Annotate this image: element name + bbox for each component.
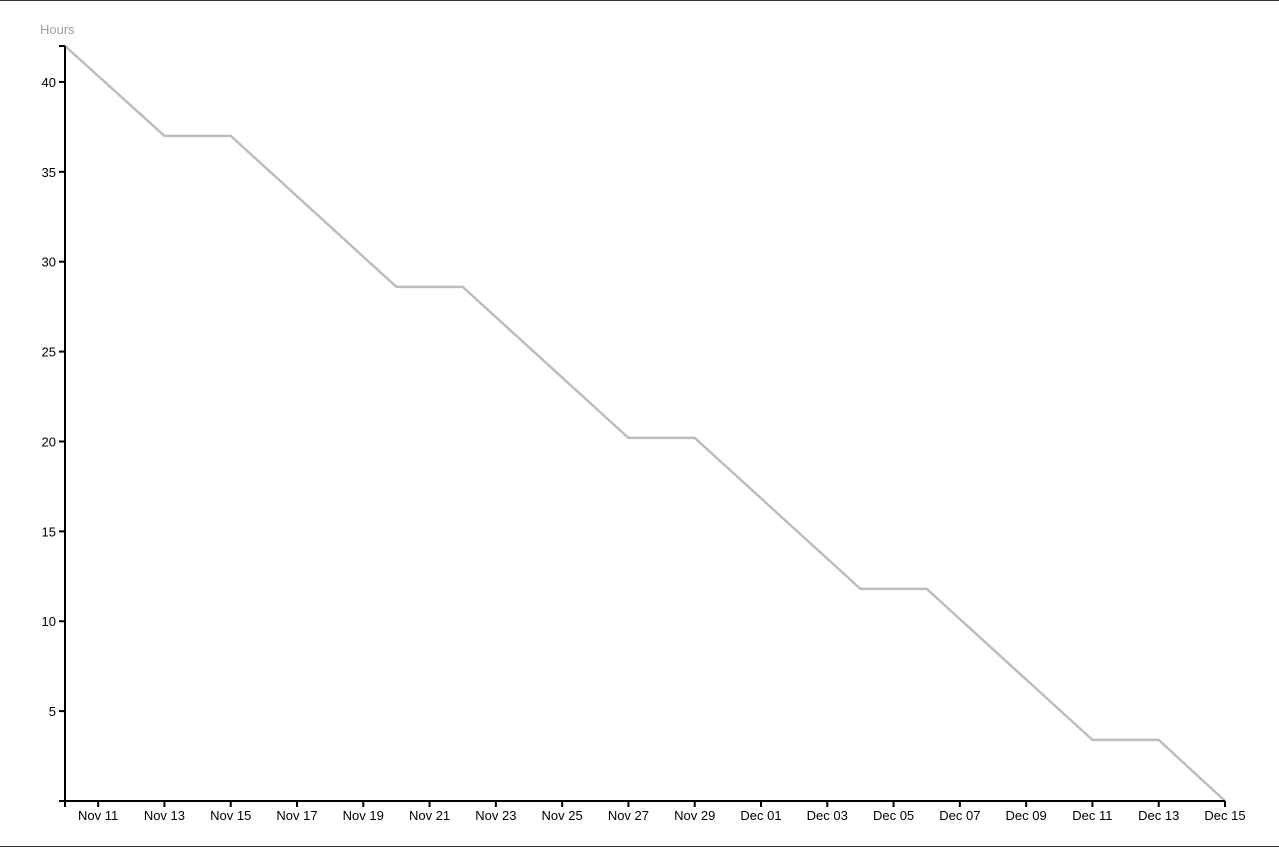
x-tick-label: Dec 05 [873,808,914,823]
x-tick-label: Dec 03 [807,808,848,823]
x-tick-label: Nov 21 [409,808,450,823]
x-axis-ticks: Nov 11 Nov 13 Nov 15 Nov 17 Nov 19 Nov 21 Nov … [64,801,1246,823]
x-tick-label: Nov 13 [144,808,185,823]
y-tick-label: 25 [42,345,56,360]
x-tick-label: Nov 27 [608,808,649,823]
x-tick-label: Nov 25 [542,808,583,823]
x-tick-label: Dec 09 [1006,808,1047,823]
y-tick-label: 35 [42,165,56,180]
y-tick-label: 5 [49,704,56,719]
x-tick-label: Dec 01 [740,808,781,823]
x-tick-label: Nov 11 [78,808,118,823]
y-tick-label: 20 [42,434,56,449]
y-tick-label: 30 [42,255,56,270]
y-tick-label: 40 [42,75,56,90]
series-line [64,45,1226,802]
x-tick-label: Dec 13 [1138,808,1179,823]
x-tick-label: Nov 15 [210,808,251,823]
y-axis-title: Hours [40,22,75,37]
x-tick-label: Nov 23 [475,808,516,823]
y-tick-label: 15 [42,524,56,539]
x-tick-label: Nov 29 [674,808,715,823]
y-tick-label: 10 [42,614,56,629]
x-tick-label: Nov 19 [343,808,384,823]
y-axis-ticks: 5 10 15 20 25 30 35 40 [42,45,65,802]
x-tick-label: Dec 15 [1204,808,1245,823]
x-tick-label: Dec 11 [1072,808,1112,823]
x-tick-label: Nov 17 [276,808,317,823]
x-tick-label: Dec 07 [939,808,980,823]
